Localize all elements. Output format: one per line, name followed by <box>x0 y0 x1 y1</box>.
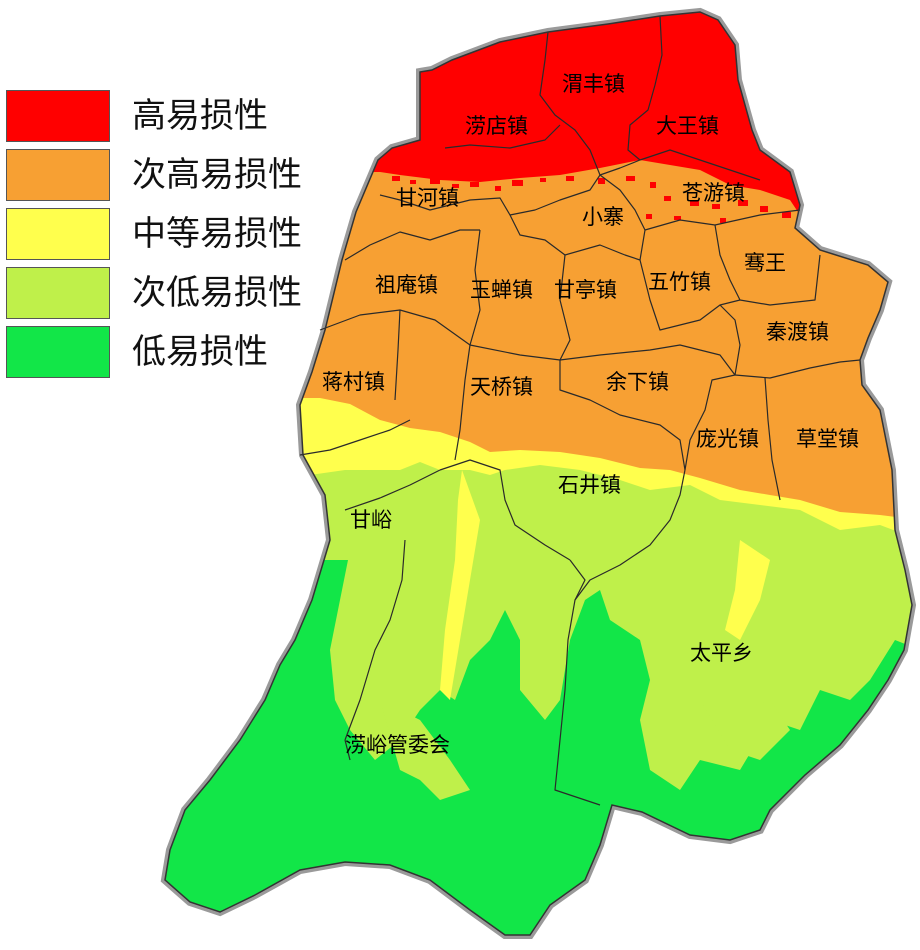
legend-swatch-low <box>6 326 110 378</box>
township-boundaries <box>299 15 861 806</box>
town-label-wuzhu[interactable]: 五竹镇 <box>648 270 711 294</box>
town-label-laodian[interactable]: 涝店镇 <box>465 114 528 138</box>
zone-medium-ridge <box>440 470 480 700</box>
legend-swatch-sub-high <box>6 149 110 201</box>
town-label-taiping[interactable]: 太平乡 <box>690 641 753 665</box>
town-label-yuchan[interactable]: 玉蝉镇 <box>470 278 533 302</box>
town-label-weifeng[interactable]: 渭丰镇 <box>562 72 625 96</box>
town-label-qindu[interactable]: 秦渡镇 <box>766 320 829 344</box>
town-label-ganhe[interactable]: 甘河镇 <box>396 186 459 210</box>
town-label-jiangcun[interactable]: 蒋村镇 <box>322 370 385 394</box>
town-label-shijing[interactable]: 石井镇 <box>558 473 621 497</box>
town-label-pangguang[interactable]: 庞光镇 <box>696 427 759 451</box>
legend-swatch-high <box>6 90 110 142</box>
legend-label-sub-high: 次高易损性 <box>132 155 302 195</box>
legend-label-high: 高易损性 <box>132 96 268 136</box>
town-label-yuxia[interactable]: 余下镇 <box>606 370 669 394</box>
town-label-dawang[interactable]: 大王镇 <box>656 114 719 138</box>
town-label-tianqiao[interactable]: 天桥镇 <box>470 375 533 399</box>
town-label-jianwang[interactable]: 骞王 <box>744 251 786 275</box>
zone-sub-low-lobe <box>380 700 470 800</box>
town-label-zu-an[interactable]: 祖庵镇 <box>375 273 438 297</box>
town-label-xiaozhai[interactable]: 小寨 <box>582 205 624 229</box>
zone-transition-speckle <box>392 176 791 223</box>
legend: 高易损性 次高易损性 中等易损性 次低易损性 低易损性 <box>0 0 340 400</box>
zone-medium-ridge <box>725 540 770 640</box>
legend-swatch-sub-low <box>6 267 110 319</box>
legend-label-sub-low: 次低易损性 <box>132 273 302 313</box>
legend-label-medium: 中等易损性 <box>132 214 302 254</box>
township-labels: 渭丰镇 涝店镇 大王镇 甘河镇 苍游镇 小寨 骞王 祖庵镇 玉蝉镇 甘亭镇 五竹… <box>322 72 859 757</box>
zone-sub-low-lobe <box>700 700 790 760</box>
town-label-caotang[interactable]: 草堂镇 <box>796 427 859 451</box>
legend-swatch-medium <box>6 208 110 260</box>
town-label-ganyu[interactable]: 甘峪 <box>350 508 392 532</box>
town-label-cangyou[interactable]: 苍游镇 <box>682 181 745 205</box>
town-label-ganting[interactable]: 甘亭镇 <box>554 278 617 302</box>
town-label-laoyu[interactable]: 涝峪管委会 <box>345 733 450 757</box>
legend-label-low: 低易损性 <box>132 332 268 372</box>
